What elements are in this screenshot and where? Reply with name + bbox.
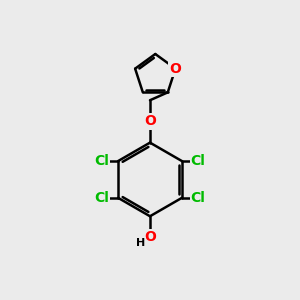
Text: H: H bbox=[136, 238, 145, 248]
Text: Cl: Cl bbox=[190, 154, 206, 168]
Text: Cl: Cl bbox=[94, 154, 110, 168]
Text: O: O bbox=[144, 114, 156, 128]
Text: O: O bbox=[169, 62, 181, 76]
Text: Cl: Cl bbox=[94, 191, 110, 205]
Text: O: O bbox=[144, 230, 156, 244]
Text: Cl: Cl bbox=[190, 191, 206, 205]
